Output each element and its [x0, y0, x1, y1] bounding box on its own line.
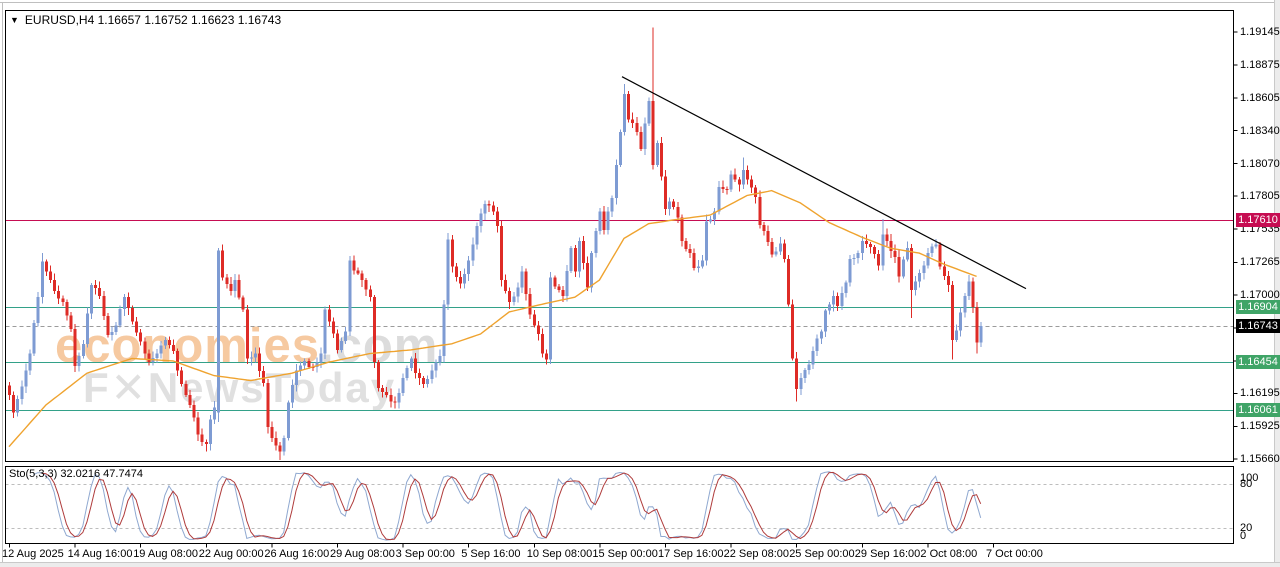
price-axis-label: 1.19145 [1240, 26, 1280, 38]
time-axis-label: 7 Oct 00:00 [986, 548, 1043, 560]
time-axis-label: 29 Aug 08:00 [330, 548, 395, 560]
support-price-label: 1.16904 [1236, 299, 1280, 314]
time-axis-label: 12 Aug 2025 [2, 548, 64, 560]
support-price-label: 1.16061 [1236, 402, 1280, 417]
resistance-price-label: 1.17610 [1236, 213, 1280, 228]
indicator-panel-border [5, 466, 1234, 544]
main-panel-border [5, 10, 1234, 462]
stochastic-plot [5, 471, 1234, 541]
time-axis-label: 22 Sep 08:00 [723, 548, 790, 560]
price-axis-label: 1.18070 [1240, 157, 1280, 170]
window-frame-top [0, 2, 1280, 3]
current-price-label: 1.16743 [1236, 319, 1280, 334]
chart-title-text: EURUSD,H4 1.16657 1.16752 1.16623 1.1674… [24, 13, 282, 27]
chart-title: ▼ EURUSD,H4 1.16657 1.16752 1.16623 1.167… [10, 13, 281, 27]
window-frame-right [1274, 0, 1280, 567]
time-axis-label: 22 Aug 00:00 [198, 548, 264, 560]
price-axis-label: 1.15925 [1240, 420, 1280, 433]
stochastic-signal-line[interactable] [41, 471, 982, 541]
time-axis-label: 2 Oct 08:00 [920, 548, 978, 560]
time-axis-label: 10 Sep 08:00 [526, 548, 593, 560]
support-price-label: 1.16454 [1236, 354, 1280, 369]
main-plot [5, 27, 1234, 461]
window-frame-bottom [0, 562, 1280, 567]
price-axis-label: 1.17805 [1240, 190, 1280, 203]
time-axis-label: 15 Sep 00:00 [592, 548, 658, 560]
price-axis-label: 1.18605 [1240, 92, 1280, 105]
time-axis-label: 17 Sep 16:00 [658, 548, 724, 560]
price-axis-label: 1.15660 [1240, 452, 1280, 465]
time-axis-label: 19 Aug 08:00 [133, 548, 199, 560]
price-axis-label: 1.16195 [1240, 387, 1280, 400]
indicator-axis-label: 0 [1240, 530, 1247, 542]
window-frame-left [2, 2, 3, 565]
stochastic-main-line[interactable] [33, 471, 982, 541]
price-axis-label: 1.18340 [1240, 124, 1280, 137]
watermark-tagline: F✕NewsToday [83, 364, 397, 411]
watermark: economies.com F✕NewsToday [55, 322, 438, 409]
time-axis-label: 26 Aug 16:00 [264, 548, 330, 560]
price-axis-label: 1.17000 [1240, 288, 1280, 301]
symbol-dropdown-icon[interactable]: ▼ [10, 15, 19, 25]
time-axis-label: 5 Sep 16:00 [461, 548, 521, 560]
time-axis-label: 29 Sep 16:00 [854, 548, 921, 560]
price-axis-label: 1.18875 [1240, 59, 1280, 72]
price-axis-label: 1.17265 [1240, 256, 1280, 269]
indicator-axis-label: 100 [1240, 472, 1259, 484]
indicator-axis-label: 80 [1240, 477, 1253, 490]
moving-average-line[interactable] [8, 189, 977, 448]
time-axis-label: 3 Sep 00:00 [395, 548, 455, 560]
indicator-label: Sto(5,3,3) 32.0216 47.7474 [9, 468, 143, 480]
indicator-axis-label: 20 [1240, 521, 1253, 534]
descending-trendline[interactable] [621, 76, 1027, 290]
time-axis-label: 25 Sep 00:00 [789, 548, 855, 560]
time-axis-label: 14 Aug 16:00 [67, 548, 133, 560]
